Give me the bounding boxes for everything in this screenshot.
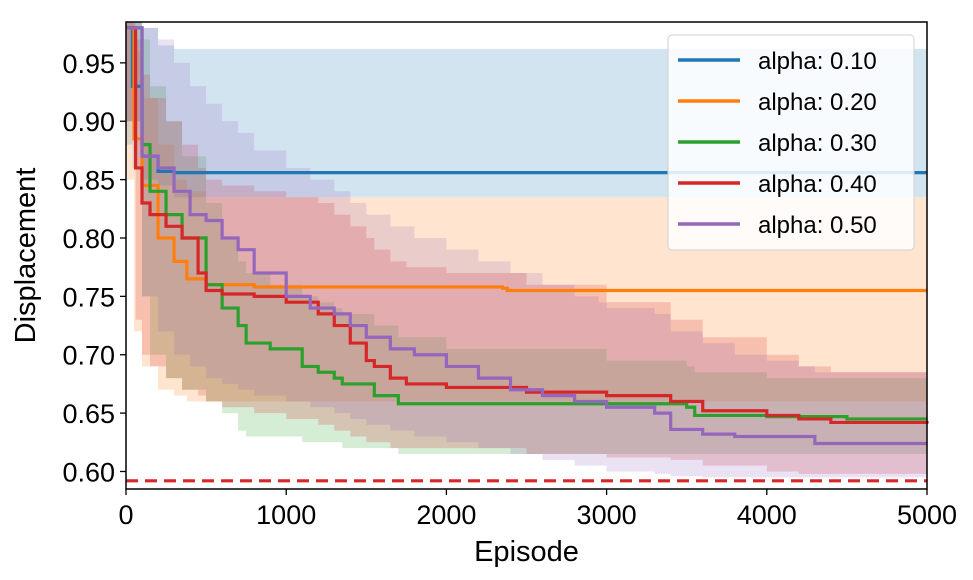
legend-label: alpha: 0.10 (758, 48, 877, 75)
x-axis-label: Episode (474, 536, 579, 568)
y-tick-label: 0.65 (62, 399, 115, 429)
x-tick-label: 4000 (737, 500, 797, 530)
legend-label: alpha: 0.30 (758, 130, 877, 157)
line-series-5 (126, 26, 927, 446)
y-tick-label: 0.80 (62, 224, 115, 254)
legend-box (667, 34, 915, 251)
series-lines (126, 26, 929, 446)
y-axis: 0.60 0.65 0.70 0.75 0.80 0.85 0.90 0.95 (62, 49, 126, 487)
legend-label: alpha: 0.20 (758, 89, 877, 116)
y-tick-label: 0.75 (62, 282, 115, 312)
x-tick-label: 2000 (416, 500, 476, 530)
line-series-4 (126, 26, 929, 425)
plot-frame (125, 21, 928, 490)
legend-label: alpha: 0.40 (758, 171, 877, 198)
y-axis-label: Displacement (10, 168, 42, 344)
legend: alpha: 0.10 alpha: 0.20 alpha: 0.30 alpha: … (667, 34, 915, 251)
y-tick-label: 0.70 (62, 341, 115, 371)
x-tick-label: 1000 (256, 500, 316, 530)
y-tick-label: 0.90 (62, 107, 115, 137)
band-series-3 (126, 22, 927, 454)
y-tick-label: 0.95 (62, 49, 115, 79)
x-tick-label: 3000 (577, 500, 637, 530)
band-series-4 (126, 22, 927, 474)
y-tick-label: 0.85 (62, 166, 115, 196)
line-series-3 (126, 26, 927, 421)
x-tick-label: 0 (118, 500, 133, 530)
legend-label: alpha: 0.50 (758, 212, 877, 239)
x-tick-label: 5000 (897, 500, 957, 530)
band-series-5 (126, 22, 927, 478)
y-tick-label: 0.60 (62, 457, 115, 487)
x-axis: 0 1000 2000 3000 4000 5000 (118, 489, 957, 530)
